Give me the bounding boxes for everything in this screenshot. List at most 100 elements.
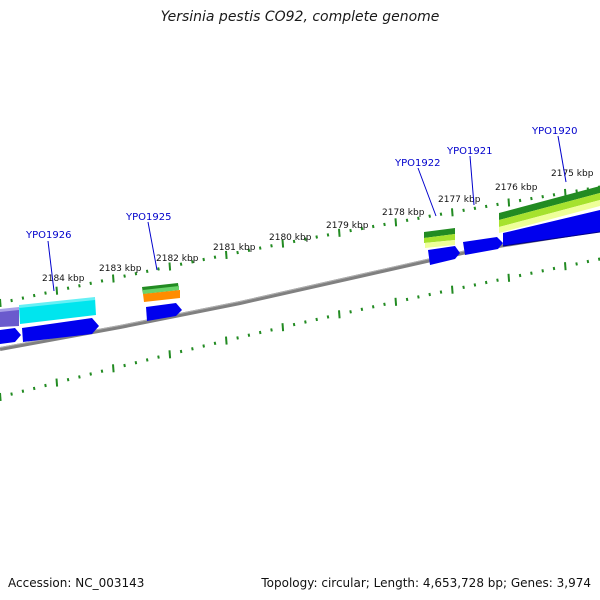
lower-tick [168,350,172,359]
lower-tick [338,310,341,319]
lower-tick [191,347,194,351]
feature-light-green-1920[interactable] [499,193,600,227]
cds-arrow-1921[interactable] [463,237,503,255]
upper-tick [530,196,533,201]
feature-purple-left[interactable] [0,309,19,327]
gene-labels: YPO1920 YPO1921 YPO1922 YPO1925 YPO1926 [25,126,577,241]
upper-tick [202,257,205,262]
feature-dark-green-1922[interactable] [424,228,455,238]
gene-label-ypo1925[interactable]: YPO1925 [125,212,171,223]
cds-arrow-1922[interactable] [428,246,460,265]
upper-tick [168,262,172,271]
scale-label-2176: 2176 kbp [495,183,538,193]
map-title: Yersinia pestis CO92, complete genome [160,9,440,25]
upper-tick [292,239,296,244]
lower-tick [371,305,375,309]
upper-tick [417,216,420,220]
lower-tick [292,322,296,327]
upper-tick [0,298,2,308]
upper-tick [123,274,126,278]
lower-tick [428,292,431,297]
lower-tick [10,392,13,396]
lower-tick [213,341,217,345]
lower-tick [247,333,251,337]
upper-tick [112,274,115,283]
lower-tick [462,285,465,289]
feature-purple-left-top[interactable] [0,307,19,312]
gene-label-ypo1920[interactable]: YPO1920 [531,126,577,137]
upper-tick [270,244,273,248]
cds-arrow-left[interactable] [0,328,21,344]
lower-tick [304,320,307,324]
lower-tick [89,372,92,376]
lower-tick [134,361,138,365]
lower-tick [473,283,477,287]
lower-tick [394,297,398,306]
feature-cyan-1926[interactable] [19,298,96,324]
lower-tick [541,269,544,273]
feature-bars [0,186,600,344]
lower-tick [326,315,330,319]
upper-tick [236,250,239,255]
upper-tick [541,195,544,199]
scale-label-2178: 2178 kbp [382,208,425,218]
upper-tick [281,239,285,248]
cds-bar-1920[interactable] [503,210,600,246]
lower-tick [66,378,70,382]
accession-label: Accession: NC_003143 [8,576,145,590]
lower-tick-ring [0,257,600,402]
lower-tick [44,383,47,388]
leader-ypo1921 [469,155,475,206]
lower-tick [55,378,59,387]
upper-tick [315,235,318,239]
lower-tick [179,349,183,354]
cds-arrow-1925[interactable] [146,303,182,321]
feature-light-green-1925[interactable] [143,286,179,294]
upper-tick [145,269,149,273]
scale-label-2184: 2184 kbp [42,274,85,284]
upper-tick [462,208,465,212]
leader-ypo1920 [557,135,567,183]
feature-pale-yellow-1920[interactable] [499,200,600,233]
lower-tick [315,317,318,322]
upper-tick [360,226,364,231]
upper-tick [349,228,352,233]
scale-label-2179: 2179 kbp [326,221,369,231]
lower-tick [439,290,443,294]
feature-light-green-1922[interactable] [424,234,455,243]
upper-tick [100,279,104,283]
gene-label-ypo1921[interactable]: YPO1921 [446,146,492,157]
lower-tick [552,266,556,271]
gene-leader-lines [47,135,567,292]
feature-dark-green-1920[interactable] [499,186,600,220]
upper-tick [439,212,443,216]
cds-arrow-1926[interactable] [22,318,99,342]
upper-tick [247,248,251,252]
lower-tick [417,295,420,299]
upper-tick [405,218,409,222]
lower-tick [530,271,533,275]
lower-tick [484,280,488,285]
lower-tick [202,344,205,348]
feature-cyan-1926-top[interactable] [19,297,95,308]
lower-tick [586,259,590,264]
upper-tick [484,204,488,209]
upper-tick [428,214,431,218]
lower-tick [405,297,409,302]
lower-tick [225,336,228,345]
feature-orange-1925[interactable] [143,290,180,302]
upper-tick [44,291,47,295]
upper-tick [32,293,36,298]
upper-tick [89,281,92,285]
lower-tick [112,364,115,373]
upper-tick [473,206,477,210]
upper-tick [55,286,59,295]
lower-tick [349,310,352,314]
feature-pale-yellow-1922[interactable] [425,240,455,248]
scale-label-2175: 2175 kbp [551,169,594,179]
lower-tick [360,307,364,311]
lower-tick [100,369,104,373]
gene-label-ypo1922[interactable]: YPO1922 [394,158,440,169]
gene-label-ypo1926[interactable]: YPO1926 [25,230,71,241]
scale-label-2177: 2177 kbp [438,195,481,205]
